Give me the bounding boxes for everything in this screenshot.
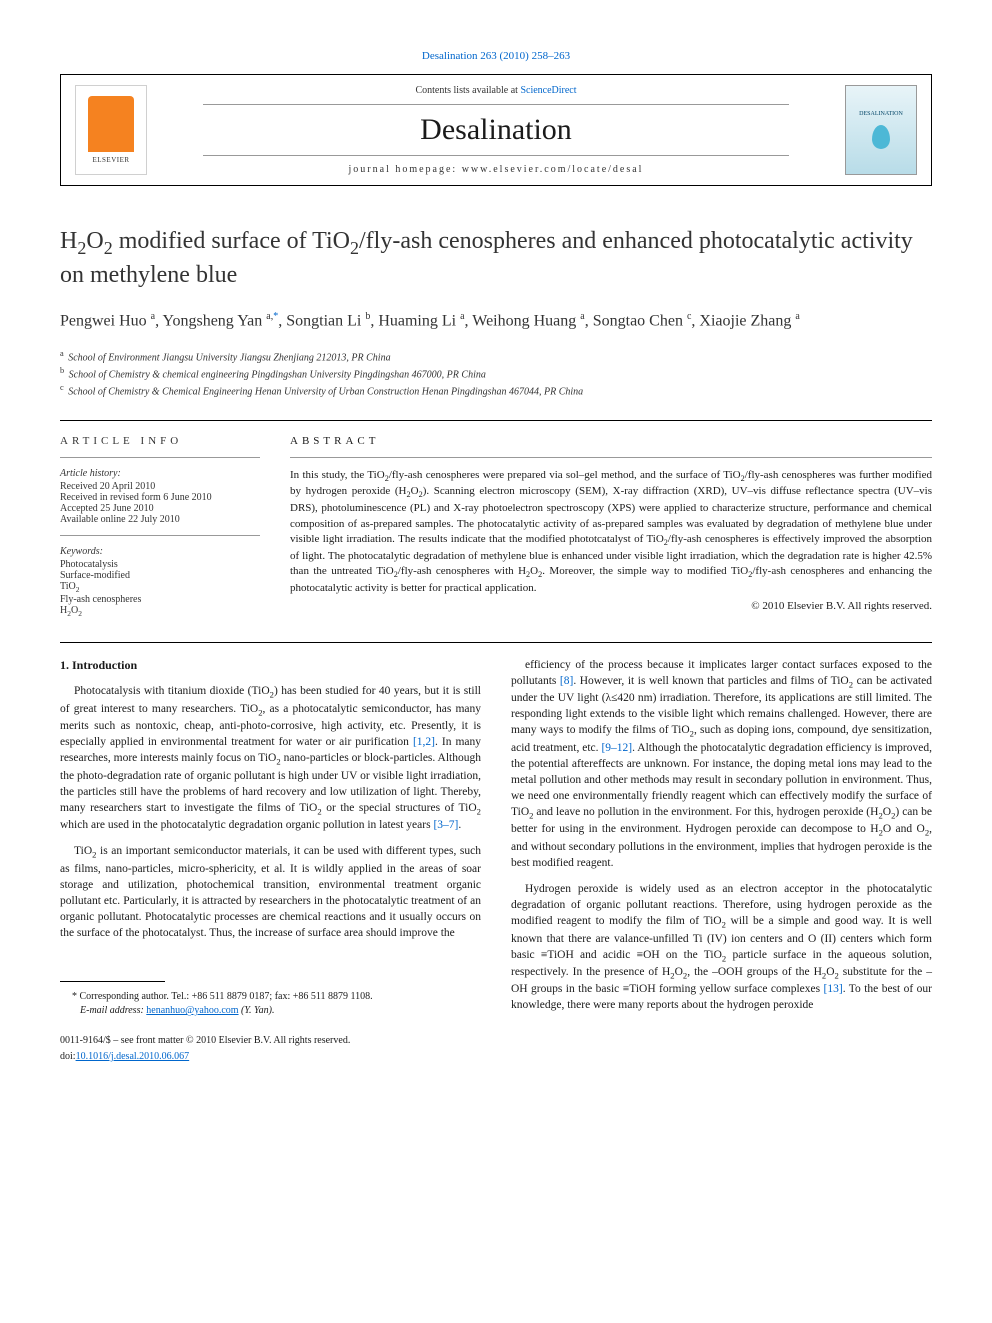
section-divider-2 — [60, 642, 932, 643]
affiliation-item: c School of Chemistry & Chemical Enginee… — [60, 382, 932, 399]
section-divider — [60, 420, 932, 421]
keywords-label: Keywords: — [60, 546, 260, 557]
history-item: Available online 22 July 2010 — [60, 514, 260, 525]
corr-email-link[interactable]: henanhuo@yahoo.com — [146, 1005, 238, 1016]
doi-link[interactable]: 10.1016/j.desal.2010.06.067 — [76, 1051, 190, 1062]
history-item: Received 20 April 2010 — [60, 481, 260, 492]
keyword-item: TiO2 — [60, 581, 260, 594]
body-col-right: efficiency of the process because it imp… — [511, 657, 932, 1065]
email-note: E-mail address: henanhuo@yahoo.com (Y. Y… — [80, 1004, 481, 1018]
keyword-item: Fly-ash cenospheres — [60, 594, 260, 605]
elsevier-logo: ELSEVIER — [75, 85, 147, 175]
header-divider-2 — [203, 155, 789, 156]
journal-cover-thumb: DESALINATION — [845, 85, 917, 175]
corr-author-note: * Corresponding author. Tel.: +86 511 88… — [72, 990, 481, 1004]
cover-drop-icon — [872, 125, 890, 149]
section-1-heading: 1. Introduction — [60, 657, 481, 674]
contents-prefix: Contents lists available at — [415, 85, 520, 96]
history-item: Accepted 25 June 2010 — [60, 503, 260, 514]
abstract-heading: abstract — [290, 435, 932, 447]
body-p3: efficiency of the process because it imp… — [511, 657, 932, 871]
header-center: Contents lists available at ScienceDirec… — [163, 85, 829, 175]
keyword-item: H2O2 — [60, 605, 260, 618]
article-history-label: Article history: — [60, 468, 260, 479]
authors-list: Pengwei Huo a, Yongsheng Yan a,*, Songti… — [60, 309, 932, 333]
citation-header: Desalination 263 (2010) 258–263 — [60, 50, 932, 62]
body-p1: Photocatalysis with titanium dioxide (Ti… — [60, 683, 481, 833]
affiliations: a School of Environment Jiangsu Universi… — [60, 348, 932, 400]
front-matter: 0011-9164/$ – see front matter © 2010 El… — [60, 1034, 481, 1048]
journal-title: Desalination — [163, 113, 829, 147]
doi-prefix: doi: — [60, 1051, 76, 1062]
sciencedirect-link[interactable]: ScienceDirect — [520, 85, 576, 96]
affiliation-item: b School of Chemistry & chemical enginee… — [60, 365, 932, 382]
abstract-col: abstract In this study, the TiO2/fly-ash… — [290, 435, 932, 618]
journal-header-box: ELSEVIER Contents lists available at Sci… — [60, 74, 932, 186]
elsevier-text: ELSEVIER — [92, 156, 129, 164]
doi-line: doi:10.1016/j.desal.2010.06.067 — [60, 1048, 481, 1064]
body-col-left: 1. Introduction Photocatalysis with tita… — [60, 657, 481, 1065]
article-info-heading: article info — [60, 435, 260, 447]
header-divider — [203, 104, 789, 105]
body-p2: TiO2 is an important semiconductor mater… — [60, 843, 481, 941]
abstract-copyright: © 2010 Elsevier B.V. All rights reserved… — [290, 600, 932, 612]
footer-divider — [60, 981, 165, 982]
email-label: E-mail address: — [80, 1005, 146, 1016]
email-suffix: (Y. Yan). — [239, 1005, 275, 1016]
history-item: Received in revised form 6 June 2010 — [60, 492, 260, 503]
abstract-text: In this study, the TiO2/fly-ash cenosphe… — [290, 468, 932, 597]
journal-homepage: journal homepage: www.elsevier.com/locat… — [163, 164, 829, 175]
body-p4: Hydrogen peroxide is widely used as an e… — [511, 881, 932, 1014]
body-columns: 1. Introduction Photocatalysis with tita… — [60, 657, 932, 1065]
keyword-item: Photocatalysis — [60, 559, 260, 570]
affiliation-item: a School of Environment Jiangsu Universi… — [60, 348, 932, 365]
article-info-col: article info Article history: Received 2… — [60, 435, 260, 618]
contents-line: Contents lists available at ScienceDirec… — [163, 85, 829, 96]
keyword-item: Surface-modified — [60, 570, 260, 581]
cover-title: DESALINATION — [859, 111, 903, 117]
article-title: H2O2 modified surface of TiO2/fly-ash ce… — [60, 226, 932, 291]
elsevier-tree-icon — [88, 96, 134, 152]
